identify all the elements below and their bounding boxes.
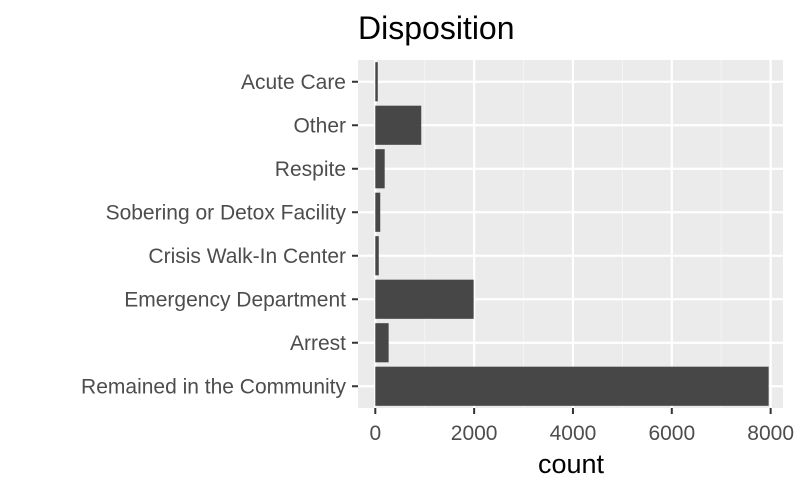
y-tick-label: Sobering or Detox Facility (106, 201, 347, 224)
y-tick-label: Arrest (290, 332, 346, 355)
y-tick-label: Emergency Department (124, 288, 346, 311)
x-tick-label: 6000 (648, 422, 695, 445)
bars (375, 62, 769, 406)
x-tick-label: 8000 (747, 422, 794, 445)
bar (375, 149, 385, 189)
bar (375, 279, 474, 319)
y-tick-label: Other (293, 114, 346, 137)
x-axis: 0 2000 4000 6000 8000 (369, 408, 794, 445)
chart-title: Disposition (358, 10, 515, 46)
bar (375, 236, 379, 276)
x-tick-label: 0 (369, 422, 381, 445)
y-tick-label: Crisis Walk-In Center (148, 245, 346, 268)
x-tick-label: 4000 (550, 422, 597, 445)
x-tick-label: 2000 (451, 422, 498, 445)
plot-panel (358, 60, 783, 408)
y-tick-label: Acute Care (241, 71, 346, 94)
y-tick-label: Remained in the Community (81, 375, 346, 398)
bar (375, 192, 381, 232)
bar (375, 105, 422, 145)
x-axis-label: count (538, 449, 605, 479)
y-axis: Remained in the Community Arrest Emergency… (81, 71, 358, 398)
bar (375, 323, 389, 363)
bar (375, 366, 769, 406)
y-tick-label: Respite (275, 158, 346, 181)
bar (375, 62, 378, 102)
